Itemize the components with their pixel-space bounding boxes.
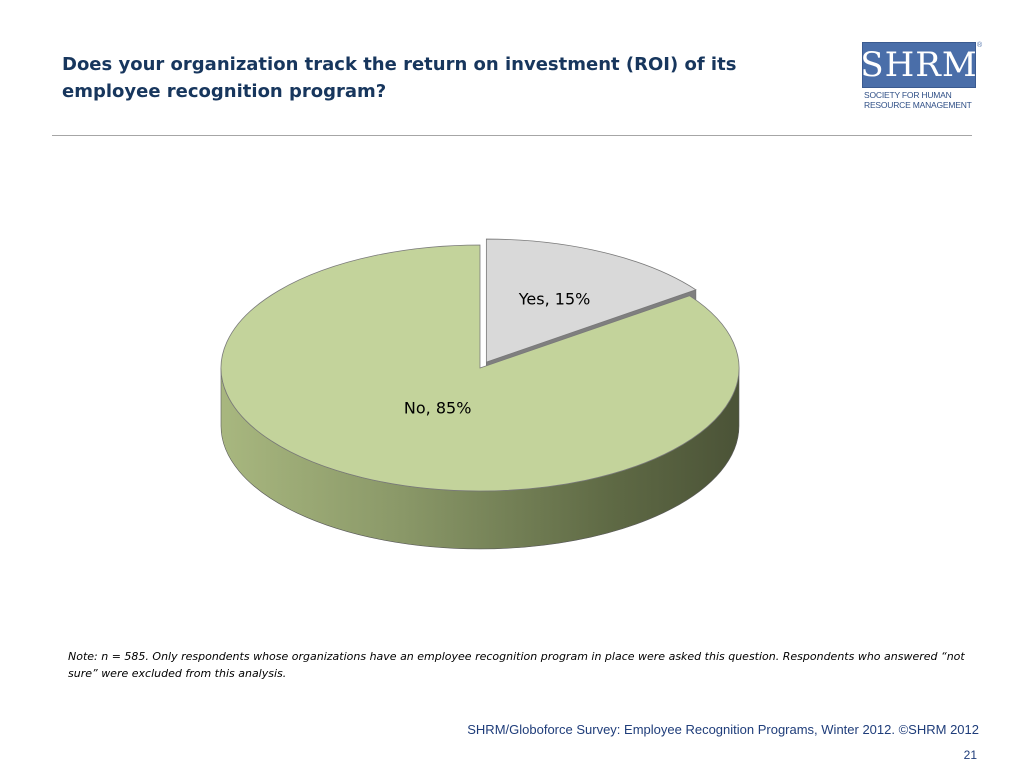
pie-slice-yes (485, 238, 697, 363)
logo-registered-mark: ® (977, 42, 983, 49)
pie-slice-no (220, 244, 740, 492)
logo-subtitle-line1: SOCIETY FOR HUMAN (864, 90, 952, 100)
label-layer: Yes, 15% No, 85% (404, 290, 590, 418)
data-label-yes: Yes, 15% (518, 290, 591, 309)
title-divider (52, 135, 972, 136)
logo-subtitle: SOCIETY FOR HUMAN RESOURCE MANAGEMENT (864, 90, 980, 110)
source-citation: SHRM/Globoforce Survey: Employee Recogni… (467, 722, 979, 737)
page-number: 21 (963, 748, 977, 762)
footnote: Note: n = 585. Only respondents whose or… (68, 650, 965, 680)
pie-layer (220, 238, 740, 550)
slide-title: Does your organization track the return … (62, 54, 737, 102)
data-label-no: No, 85% (404, 398, 472, 417)
logo-box: SHRM (860, 42, 978, 88)
logo-wordmark: SHRM (860, 45, 978, 85)
shrm-logo: SHRM ® SOCIETY FOR HUMAN RESOURCE MANAGE… (860, 42, 982, 112)
logo-subtitle-line2: RESOURCE MANAGEMENT (864, 99, 972, 110)
pie-chart: Yes, 15% No, 85% (220, 238, 740, 550)
